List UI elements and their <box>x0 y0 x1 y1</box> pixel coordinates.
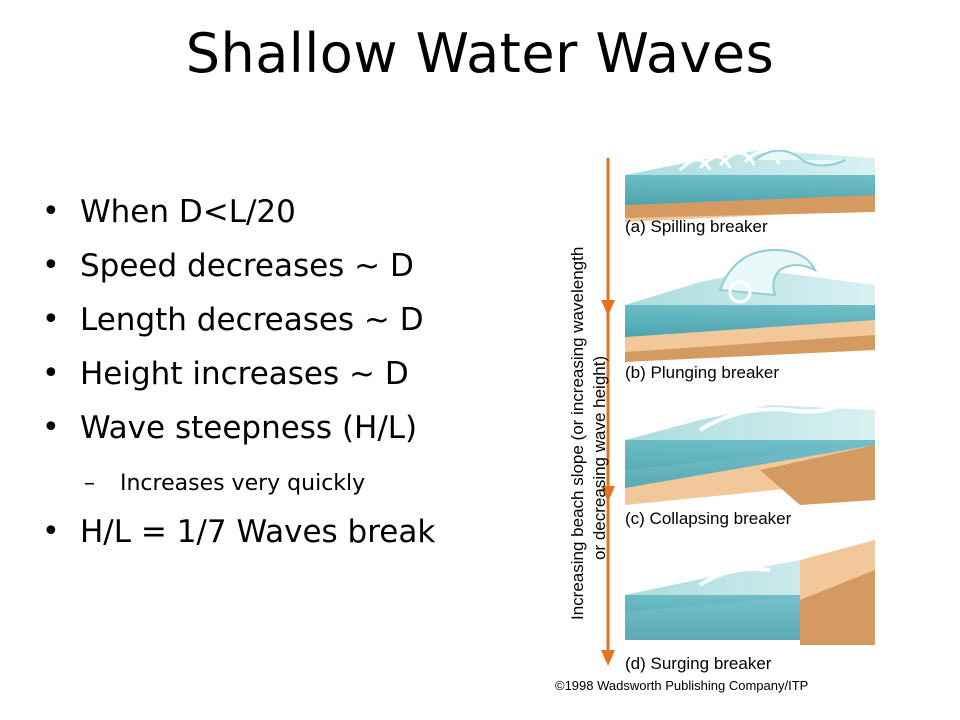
bullet-marker: • <box>42 356 60 391</box>
panel-spilling <box>625 150 875 222</box>
panel-collapsing <box>625 403 875 505</box>
slope-label-line1: Increasing beach slope (or increasing wa… <box>568 247 587 620</box>
slide-title: Shallow Water Waves <box>185 22 775 85</box>
bullet-item: • Speed decreases ~ D <box>42 244 435 298</box>
bullet-item: • Height increases ~ D <box>42 352 435 406</box>
panel-plunging <box>625 248 875 362</box>
bullet-item: • Length decreases ~ D <box>42 298 435 352</box>
copyright: ©1998 Wadsworth Publishing Company/ITP <box>555 678 808 693</box>
bullet-text: Height increases ~ D <box>80 356 409 392</box>
bullet-item: • H/L = 1/7 Waves break <box>42 510 435 564</box>
bullet-item: • Wave steepness (H/L) <box>42 406 435 460</box>
bullet-marker: • <box>42 514 60 549</box>
bullet-text: Wave steepness (H/L) <box>80 410 418 446</box>
bullet-list: • When D<L/20 • Speed decreases ~ D • Lengt… <box>42 190 435 564</box>
bullet-marker: • <box>42 194 60 229</box>
bullet-marker: • <box>42 302 60 337</box>
bullet-text: H/L = 1/7 Waves break <box>80 514 436 550</box>
panel-label-a: (a) Spilling breaker <box>625 217 768 236</box>
bullet-marker: • <box>42 248 60 283</box>
sub-bullet-item: – Increases very quickly <box>42 460 435 510</box>
sub-bullet-text: Increases very quickly <box>120 471 366 496</box>
bullet-text: Length decreases ~ D <box>80 302 424 338</box>
bullet-marker: • <box>42 410 60 445</box>
bullet-text: When D<L/20 <box>80 194 296 230</box>
slope-arrow <box>601 158 615 666</box>
panel-surging <box>625 540 875 645</box>
panel-label-d: (d) Surging breaker <box>625 654 772 673</box>
panel-label-c: (c) Collapsing breaker <box>625 509 792 528</box>
bullet-item: • When D<L/20 <box>42 190 435 244</box>
bullet-text: Speed decreases ~ D <box>80 248 414 284</box>
sub-bullet-marker: – <box>84 471 95 496</box>
breaker-types-figure: Increasing beach slope (or increasing wa… <box>555 150 875 693</box>
panel-label-b: (b) Plunging breaker <box>625 363 779 382</box>
slope-label-line2: or decreasing wave height) <box>590 356 609 560</box>
